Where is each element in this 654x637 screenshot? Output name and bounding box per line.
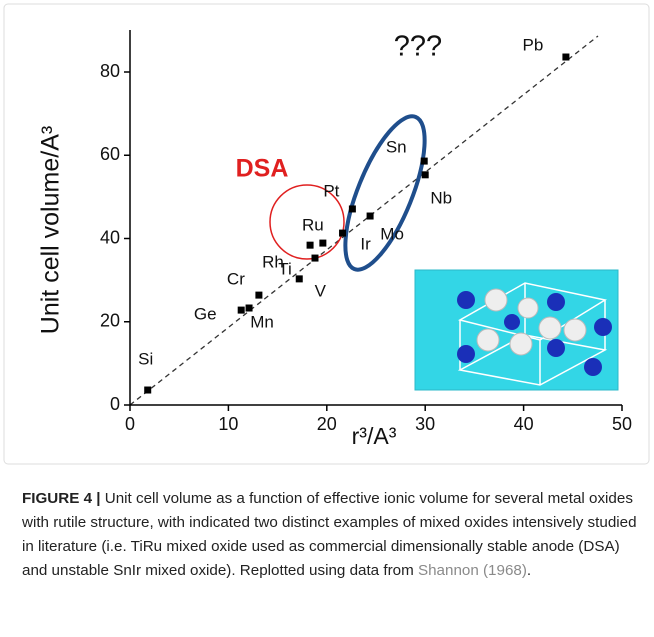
point: [311, 255, 318, 262]
point-label: Pt: [323, 181, 339, 200]
caption-label: FIGURE 4 |: [22, 490, 101, 507]
x-axis-label: r³/A³: [352, 423, 397, 449]
y-tick-label: 80: [100, 61, 120, 81]
y-axis-label: Unit cell volume/A³: [37, 126, 65, 334]
point: [422, 171, 429, 178]
point: [144, 387, 151, 394]
question-annotation: ???: [394, 31, 442, 63]
x-tick-label: 0: [125, 414, 135, 434]
point-label: Cr: [227, 270, 245, 289]
x-tick-label: 40: [514, 414, 534, 434]
y-tick-label: 20: [100, 311, 120, 331]
point: [349, 205, 356, 212]
point: [238, 307, 245, 314]
point: [307, 242, 314, 249]
y-tick-label: 40: [100, 227, 120, 247]
point-label: Pb: [523, 35, 544, 54]
caption-text: Unit cell volume as a function of effect…: [22, 490, 637, 579]
point: [339, 230, 346, 237]
caption-reference[interactable]: Shannon (1968): [418, 562, 527, 579]
point-label: Ti: [278, 260, 292, 279]
point-label: Ru: [302, 216, 324, 235]
point: [246, 305, 253, 312]
point-label: Si: [138, 349, 153, 368]
x-tick-label: 30: [415, 414, 435, 434]
caption-end: .: [527, 562, 531, 579]
x-tick-label: 10: [218, 414, 238, 434]
point: [562, 54, 569, 61]
y-tick-label: 60: [100, 144, 120, 164]
point: [319, 240, 326, 247]
figure: r³/A³ Unit cell volume/A³ DSA ??? 0 10 20 3…: [0, 0, 654, 470]
caption: FIGURE 4 | Unit cell volume as a functio…: [22, 487, 638, 583]
x-tick-label: 50: [612, 414, 632, 434]
point-label: Ir: [360, 235, 371, 254]
inset: [415, 270, 618, 390]
x-tick-label: 20: [317, 414, 337, 434]
point: [367, 213, 374, 220]
point: [255, 292, 262, 299]
point-label: Ge: [194, 305, 217, 324]
snir-ellipse: [329, 107, 441, 279]
point-label: Sn: [386, 138, 407, 157]
page: r³/A³ Unit cell volume/A³ DSA ??? 0 10 20 3…: [0, 0, 654, 637]
point-label: Mo: [380, 225, 404, 244]
point: [421, 158, 428, 165]
point: [296, 275, 303, 282]
point-label: Nb: [430, 188, 452, 207]
y-tick-label: 0: [110, 394, 120, 414]
point-label: V: [315, 281, 327, 300]
point-label: Mn: [250, 312, 274, 331]
dsa-annotation: DSA: [236, 155, 289, 183]
